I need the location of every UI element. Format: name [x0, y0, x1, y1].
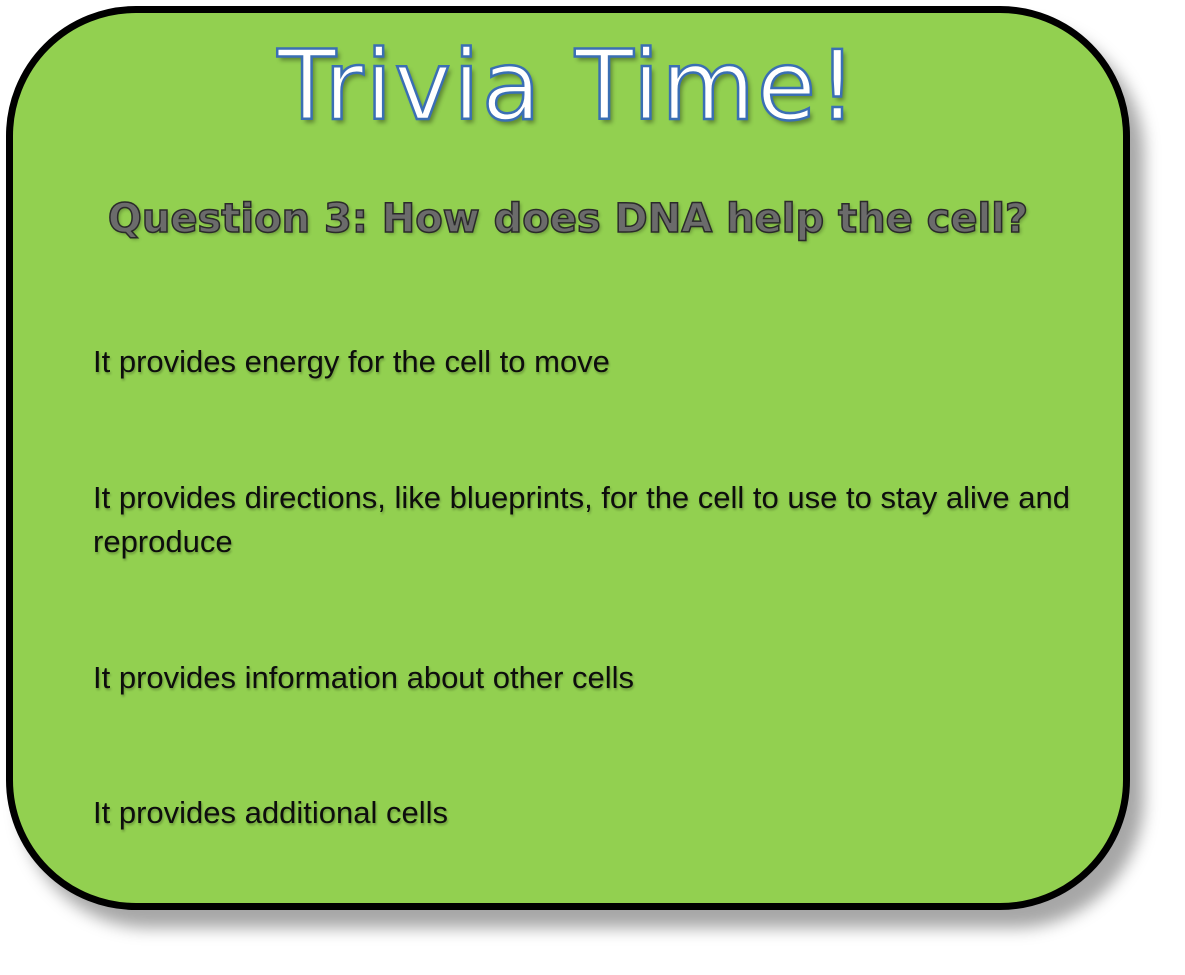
- trivia-card: Trivia Time! Question 3: How does DNA he…: [6, 6, 1130, 910]
- answer-option-1[interactable]: It provides energy for the cell to move: [93, 344, 610, 379]
- answer-option-4[interactable]: It provides additional cells: [93, 795, 448, 830]
- answer-option-2[interactable]: It provides directions, like blueprints,…: [93, 480, 1070, 559]
- question-heading: Question 3: How does DNA help the cell?: [107, 195, 1029, 243]
- trivia-title: Trivia Time!: [276, 30, 859, 143]
- answer-option-3[interactable]: It provides information about other cell…: [93, 660, 635, 695]
